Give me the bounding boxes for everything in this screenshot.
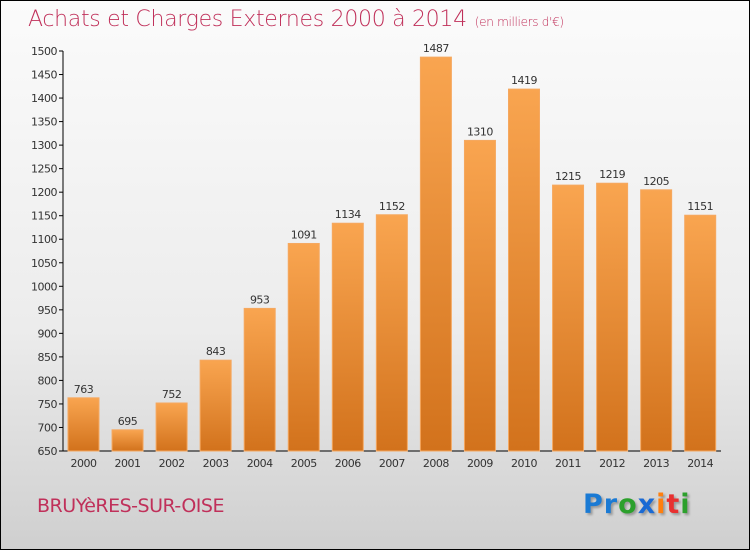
logo-letter: P [583, 489, 604, 520]
y-tick-label: 900 [38, 327, 58, 340]
y-tick-label: 1450 [31, 69, 57, 82]
data-label: 1219 [599, 168, 625, 181]
data-label: 1134 [335, 208, 361, 221]
data-label: 1205 [643, 175, 669, 188]
data-label: 752 [162, 388, 182, 401]
y-tick-label: 1400 [31, 92, 57, 105]
y-tick-label: 1500 [31, 45, 57, 58]
y-tick-label: 1000 [31, 280, 57, 293]
logo-letter: i [656, 489, 667, 520]
y-tick-label: 850 [38, 351, 58, 364]
bar-2008 [419, 56, 452, 452]
y-tick-label: 650 [38, 445, 58, 458]
logo-letter: x [637, 489, 657, 520]
x-tick-label: 2004 [247, 457, 273, 470]
bar-2013 [640, 189, 673, 452]
bar-2003 [199, 359, 232, 452]
data-label: 1310 [467, 125, 493, 138]
data-label: 1487 [423, 42, 449, 55]
y-tick-label: 1150 [31, 210, 57, 223]
bar-2005 [287, 242, 320, 452]
logo-letter: r [603, 489, 619, 520]
bar-2004 [243, 307, 276, 452]
proxiti-logo: Proxiti [583, 489, 691, 520]
bar-2002 [155, 402, 188, 452]
x-tick-label: 2005 [291, 457, 317, 470]
logo-letter: o [618, 489, 638, 520]
x-tick-label: 2000 [71, 457, 97, 470]
bar-2006 [331, 222, 364, 452]
y-tick-label: 1050 [31, 257, 57, 270]
y-tick-label: 1350 [31, 116, 57, 129]
data-label: 1215 [555, 170, 581, 183]
y-tick-label: 1100 [31, 233, 57, 246]
data-label: 695 [118, 415, 138, 428]
x-tick-label: 2003 [203, 457, 229, 470]
bar-2000 [67, 397, 100, 452]
bar-2009 [463, 139, 496, 452]
bar-2007 [375, 214, 408, 452]
data-label: 1419 [511, 74, 537, 87]
y-tick-label: 1200 [31, 186, 57, 199]
data-label: 1091 [291, 228, 317, 241]
x-tick-label: 2008 [423, 457, 449, 470]
y-tick-label: 700 [38, 421, 58, 434]
y-tick-label: 1300 [31, 139, 57, 152]
data-label: 763 [74, 383, 94, 396]
bar-2001 [111, 429, 144, 452]
x-tick-label: 2014 [687, 457, 713, 470]
bar-2014 [684, 214, 717, 452]
data-label: 953 [250, 293, 270, 306]
data-label: 843 [206, 345, 226, 358]
title-text: Achats et Charges Externes 2000 à 2014 [28, 7, 467, 32]
bar-2010 [508, 88, 540, 452]
x-tick-label: 2006 [335, 457, 361, 470]
x-tick-label: 2010 [511, 457, 537, 470]
y-tick-label: 950 [38, 304, 58, 317]
x-tick-label: 2012 [599, 457, 625, 470]
logo-letter: t [666, 489, 681, 520]
x-tick-label: 2011 [555, 457, 581, 470]
chart-title: Achats et Charges Externes 2000 à 2014 (e… [28, 7, 564, 32]
x-tick-label: 2002 [159, 457, 185, 470]
x-tick-label: 2007 [379, 457, 405, 470]
city-name: BRUYèRES-SUR-OISE [37, 495, 224, 517]
logo-letter: i [680, 489, 691, 520]
x-tick-label: 2013 [643, 457, 669, 470]
y-tick-label: 750 [38, 398, 58, 411]
data-label: 1152 [379, 200, 405, 213]
unit-label: (en milliers d'€) [474, 15, 564, 29]
x-tick-label: 2009 [467, 457, 493, 470]
bar-2011 [552, 184, 585, 452]
y-tick-label: 800 [38, 374, 58, 387]
data-label: 1151 [687, 200, 713, 213]
bar-2012 [596, 182, 629, 452]
x-tick-label: 2001 [115, 457, 141, 470]
y-tick-label: 1250 [31, 163, 57, 176]
